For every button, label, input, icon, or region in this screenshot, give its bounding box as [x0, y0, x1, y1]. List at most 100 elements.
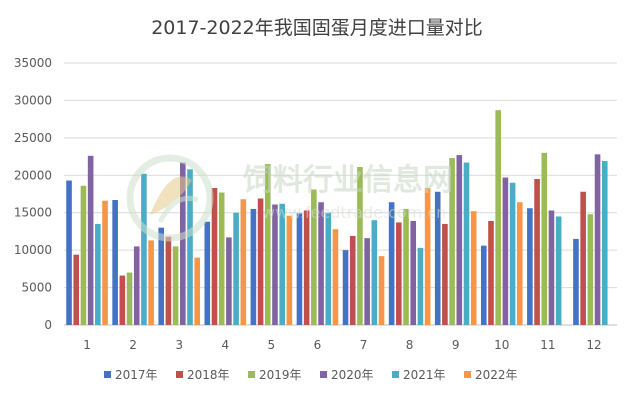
- bar: [548, 210, 555, 325]
- x-tick-label: 10: [494, 338, 509, 352]
- x-tick-label: 4: [221, 338, 229, 352]
- bar: [509, 182, 516, 325]
- bar: [204, 221, 211, 325]
- x-tick-label: 6: [314, 338, 322, 352]
- bar: [378, 256, 385, 325]
- legend-swatch: [320, 371, 327, 378]
- bar: [442, 223, 448, 325]
- x-axis-ticks: 1 2 3 4 5 6 7 8 9 10 11 12: [83, 338, 601, 352]
- legend-label: 2019年: [259, 368, 302, 382]
- bar: [488, 220, 494, 325]
- bar: [311, 189, 317, 325]
- bar: [587, 214, 594, 325]
- legend-swatch: [176, 371, 183, 378]
- bar: [187, 169, 193, 325]
- watermark-logo-icon: [126, 154, 214, 242]
- legend-swatch: [464, 371, 471, 378]
- bar: [516, 202, 523, 325]
- bar: [424, 188, 431, 325]
- bar: [573, 238, 579, 325]
- legend-label: 2017年: [115, 368, 158, 382]
- legend-label: 2018年: [187, 368, 230, 382]
- legend-label: 2021年: [403, 368, 446, 382]
- bar: [286, 215, 293, 325]
- legend-swatch: [392, 371, 399, 378]
- bar: [449, 158, 455, 325]
- bar: [180, 162, 186, 325]
- bar: [456, 155, 463, 325]
- bar: [165, 236, 172, 325]
- bar: [332, 229, 339, 325]
- x-tick-label: 12: [586, 338, 601, 352]
- x-tick-label: 9: [452, 338, 460, 352]
- y-axis-ticks: 0 5000 10000 15000 20000 25000 30000 35000: [14, 56, 52, 332]
- bar: [527, 208, 533, 325]
- bar: [158, 227, 165, 325]
- bar: [470, 211, 477, 325]
- bar: [601, 161, 608, 325]
- watermark-text: 饲料行业信息网: [242, 163, 453, 198]
- bar: [580, 191, 586, 325]
- x-tick-label: 8: [406, 338, 414, 352]
- bar: [240, 199, 247, 325]
- bar: [257, 198, 264, 325]
- bar: [66, 180, 72, 325]
- bar: [133, 246, 140, 325]
- bar: [250, 208, 257, 325]
- bar: [541, 152, 548, 325]
- bar: [364, 238, 370, 325]
- x-tick-label: 3: [175, 338, 183, 352]
- bar: [218, 192, 225, 325]
- watermark-url: www.feedtrade.com.cn: [262, 203, 446, 222]
- bar: [87, 155, 94, 325]
- bar: [226, 237, 232, 325]
- bar: [264, 164, 271, 325]
- bar: [502, 177, 509, 325]
- legend-label: 2022年: [475, 368, 518, 382]
- bar: [172, 246, 179, 325]
- x-tick-label: 1: [83, 338, 91, 352]
- legend-label: 2020年: [331, 368, 374, 382]
- bar: [342, 250, 349, 325]
- bar: [211, 188, 218, 325]
- bar: [357, 167, 363, 325]
- bar: [119, 275, 126, 325]
- legend-swatch: [104, 371, 111, 378]
- chart-title: 2017-2022年我国固蛋月度进口量对比: [151, 17, 483, 39]
- bar: [371, 220, 378, 325]
- y-tick-label: 15000: [14, 206, 52, 220]
- bar: [148, 240, 154, 325]
- bar: [141, 173, 147, 325]
- x-tick-label: 11: [540, 338, 555, 352]
- y-tick-label: 20000: [14, 168, 52, 182]
- y-tick-label: 5000: [21, 281, 52, 295]
- bar: [296, 213, 303, 325]
- bar: [594, 154, 601, 325]
- bar: [272, 204, 278, 325]
- bar: [303, 210, 310, 325]
- bar: [126, 272, 133, 325]
- bar: [403, 208, 409, 325]
- bar: [480, 245, 487, 325]
- bar: [318, 202, 324, 325]
- gridlines: [64, 62, 617, 326]
- bar: [80, 185, 87, 325]
- bar: [233, 212, 239, 325]
- bar: [279, 203, 285, 325]
- y-tick-label: 35000: [14, 56, 52, 70]
- y-tick-label: 25000: [14, 131, 52, 145]
- bar: [534, 179, 540, 325]
- bar: [349, 235, 356, 325]
- bar: [102, 200, 108, 325]
- y-tick-label: 30000: [14, 93, 52, 107]
- x-tick-label: 2: [129, 338, 137, 352]
- bar: [555, 216, 562, 325]
- bar: [325, 212, 332, 325]
- bar: [396, 222, 402, 325]
- x-tick-label: 5: [268, 338, 276, 352]
- bar: [73, 254, 80, 325]
- bar: [194, 257, 201, 325]
- bar: [495, 110, 501, 325]
